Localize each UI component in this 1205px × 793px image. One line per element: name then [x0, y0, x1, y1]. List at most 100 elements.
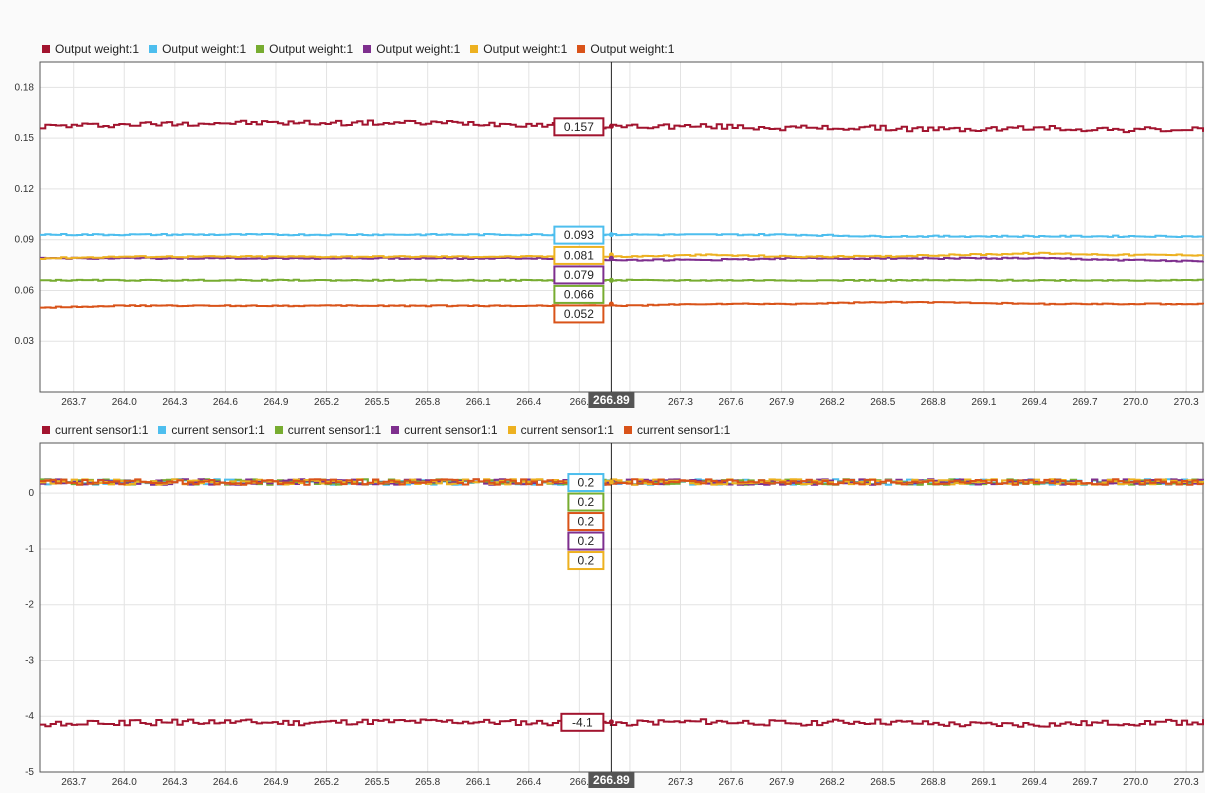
x-tick-label: 266.4 — [516, 777, 541, 788]
x-tick-label: 268.5 — [870, 777, 895, 788]
cursor-value-box — [567, 531, 605, 551]
x-tick-label: 269.4 — [1022, 397, 1047, 408]
plot-area — [40, 62, 1203, 392]
cursor-marker — [608, 123, 614, 129]
x-tick-label: 265.5 — [365, 777, 390, 788]
y-tick-label: 0.06 — [15, 285, 35, 296]
series-line — [40, 256, 1204, 263]
cursor-value-label: 0.052 — [564, 307, 594, 321]
cursor-value-label: 0.079 — [564, 268, 594, 282]
legend-swatch — [42, 45, 50, 53]
x-tick-label: 267.9 — [769, 397, 794, 408]
legend-swatch — [149, 45, 158, 53]
y-tick-label: -2 — [25, 600, 34, 611]
legend-label: Output weight:1 — [269, 42, 354, 56]
x-tick-label: 266.4 — [516, 397, 541, 408]
x-tick-label: 266. — [570, 777, 589, 788]
x-tick-label: 264.6 — [213, 397, 238, 408]
y-tick-label: 0.03 — [15, 336, 35, 347]
y-tick-label: -4 — [25, 711, 34, 722]
legend-item[interactable]: current sensor1:1 — [391, 423, 498, 437]
cursor-value-box — [567, 473, 605, 493]
legend-item[interactable]: Output weight:1 — [577, 42, 674, 56]
legend-swatch — [158, 426, 167, 434]
cursor-x-label: 266.89 — [593, 393, 630, 407]
series-line — [40, 278, 1204, 282]
y-tick-label: 0 — [28, 488, 34, 499]
legend-swatch — [577, 45, 586, 53]
x-tick-label: 268.2 — [820, 397, 845, 408]
x-tick-label: 264.6 — [213, 777, 238, 788]
x-tick-label: 266.1 — [466, 777, 491, 788]
legend-item[interactable]: current sensor1:1 — [274, 423, 381, 437]
legend-item[interactable]: Output weight:1 — [42, 42, 139, 56]
legend-label: Output weight:1 — [55, 42, 140, 56]
cursor-value-label: 0.2 — [578, 515, 595, 529]
series-line — [40, 233, 1204, 238]
x-tick-label: 265.2 — [314, 397, 339, 408]
cursor-x-badge — [588, 392, 635, 408]
x-tick-label: 268.2 — [820, 777, 845, 788]
legend-label: Output weight:1 — [162, 42, 247, 56]
legend-item[interactable]: current sensor1:1 — [158, 423, 265, 437]
cursor-value-box — [567, 512, 605, 532]
y-tick-label: -1 — [25, 544, 34, 555]
x-tick-label: 267.9 — [769, 777, 794, 788]
x-tick-label: 268.8 — [921, 397, 946, 408]
x-tick-label: 264.3 — [162, 397, 187, 408]
legend-item[interactable]: Output weight:1 — [470, 42, 567, 56]
legend-label: current sensor1:1 — [636, 423, 731, 437]
legend-swatch — [507, 426, 516, 434]
cursor-value-box — [553, 304, 605, 324]
x-tick-label: 264.9 — [263, 397, 288, 408]
series-line — [40, 251, 1204, 260]
x-tick-label: 267.3 — [668, 397, 693, 408]
cursor-marker — [608, 301, 614, 307]
cursor-value-box — [567, 551, 605, 571]
legend-swatch — [470, 45, 479, 53]
x-tick-label: 265.2 — [314, 777, 339, 788]
x-tick-label: 264.3 — [162, 777, 187, 788]
y-tick-label: 0.09 — [15, 235, 35, 246]
cursor-marker — [608, 479, 614, 485]
legend-item[interactable]: current sensor1:1 — [42, 423, 148, 437]
series-line — [40, 478, 1204, 486]
x-tick-label: 263.7 — [61, 397, 86, 408]
legend-item[interactable]: current sensor1:1 — [623, 423, 731, 437]
cursor-marker — [608, 277, 614, 283]
legend-item[interactable]: Output weight:1 — [149, 42, 246, 56]
legend-label: Output weight:1 — [483, 42, 568, 56]
legend-item[interactable]: Output weight:1 — [363, 42, 460, 56]
cursor-value-label: 0.157 — [564, 120, 594, 134]
cursor-value-box — [553, 284, 605, 304]
cursor-x-badge — [588, 772, 635, 788]
legend-label: Output weight:1 — [590, 42, 675, 56]
x-tick-label: 269.1 — [971, 397, 996, 408]
cursor-marker — [608, 255, 614, 261]
x-tick-label: 270.3 — [1174, 777, 1199, 788]
x-tick-label: 268.5 — [870, 397, 895, 408]
legend-item[interactable]: current sensor1:1 — [507, 423, 614, 437]
legend-swatch — [274, 426, 283, 434]
x-tick-label: 270.0 — [1123, 397, 1148, 408]
x-tick-label: 267.6 — [719, 777, 744, 788]
x-tick-label: 269.7 — [1072, 777, 1097, 788]
cursor-value-label: 0.2 — [578, 554, 595, 568]
x-tick-label: 265.8 — [415, 777, 440, 788]
series-line — [40, 119, 1204, 134]
series-line — [40, 300, 1204, 309]
y-tick-label: -3 — [25, 655, 34, 666]
y-tick-label: 0.15 — [15, 133, 35, 144]
cursor-x-label: 266.89 — [593, 773, 630, 787]
legend-bottom: current sensor1:1 current sensor1:1 curr… — [42, 423, 730, 437]
legend-swatch — [391, 426, 400, 434]
legend-item[interactable]: Output weight:1 — [256, 42, 353, 56]
cursor-value-box — [553, 225, 605, 245]
cursor-value-box — [553, 245, 605, 265]
y-tick-label: 0.12 — [15, 184, 35, 195]
legend-swatch — [363, 45, 372, 53]
x-tick-label: 269.4 — [1022, 777, 1047, 788]
x-tick-label: 270.0 — [1123, 777, 1148, 788]
x-tick-label: 268.8 — [921, 777, 946, 788]
